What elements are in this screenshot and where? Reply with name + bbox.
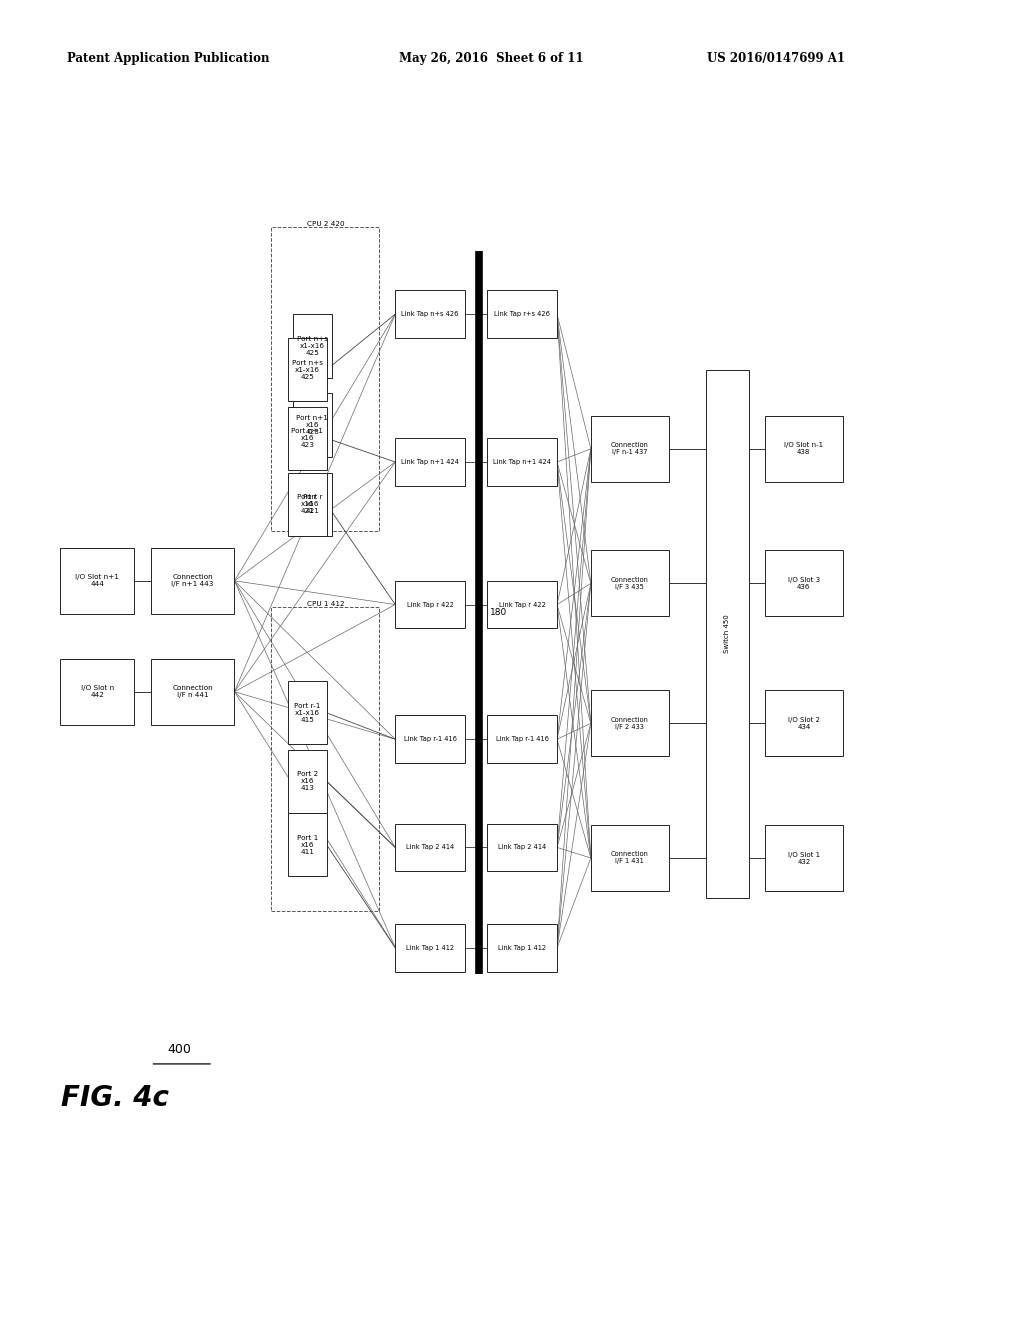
Text: I/O Slot n-1
438: I/O Slot n-1 438: [784, 442, 823, 455]
Bar: [395, 438, 465, 486]
Text: Port r-1
x1-x16
415: Port r-1 x1-x16 415: [294, 702, 321, 723]
Bar: [288, 407, 327, 470]
Bar: [60, 548, 134, 614]
Text: Port 1
x16
411: Port 1 x16 411: [297, 834, 317, 855]
Bar: [765, 416, 843, 482]
Text: I/O Slot 1
432: I/O Slot 1 432: [787, 851, 820, 865]
Text: Patent Application Publication: Patent Application Publication: [67, 51, 269, 65]
Bar: [395, 581, 465, 628]
Text: Link Tap r+s 426: Link Tap r+s 426: [495, 312, 550, 317]
Bar: [591, 690, 669, 756]
Text: Port n+1
x16
423: Port n+1 x16 423: [291, 428, 324, 449]
Text: Port r
x16
421: Port r x16 421: [302, 494, 323, 515]
Text: Connection
I/F 1 431: Connection I/F 1 431: [611, 851, 648, 865]
Bar: [487, 924, 557, 972]
Bar: [288, 750, 327, 813]
Text: Link Tap 1 412: Link Tap 1 412: [499, 945, 546, 950]
Text: Connection
I/F n 441: Connection I/F n 441: [172, 685, 213, 698]
Text: Link Tap r 422: Link Tap r 422: [499, 602, 546, 607]
Text: Link Tap 2 414: Link Tap 2 414: [406, 845, 455, 850]
Bar: [591, 825, 669, 891]
Text: Link Tap n+1 424: Link Tap n+1 424: [401, 459, 459, 465]
Text: I/O Slot n
442: I/O Slot n 442: [81, 685, 114, 698]
Text: Port n+1
x16
423: Port n+1 x16 423: [296, 414, 329, 436]
Bar: [271, 607, 379, 911]
Bar: [288, 473, 327, 536]
Bar: [765, 690, 843, 756]
Text: Link Tap n+1 424: Link Tap n+1 424: [494, 459, 551, 465]
Text: Link Tap r-1 416: Link Tap r-1 416: [496, 737, 549, 742]
Text: 180: 180: [489, 609, 507, 616]
Text: Link Tap 1 412: Link Tap 1 412: [407, 945, 454, 950]
Text: Link Tap r-1 416: Link Tap r-1 416: [403, 737, 457, 742]
Text: US 2016/0147699 A1: US 2016/0147699 A1: [707, 51, 845, 65]
Bar: [591, 550, 669, 616]
Bar: [487, 290, 557, 338]
Bar: [765, 825, 843, 891]
Bar: [288, 681, 327, 744]
Text: I/O Slot 2
434: I/O Slot 2 434: [787, 717, 820, 730]
Text: 400: 400: [167, 1043, 191, 1056]
Bar: [395, 290, 465, 338]
Bar: [288, 338, 327, 401]
Bar: [395, 824, 465, 871]
Text: CPU 2 420: CPU 2 420: [307, 220, 344, 227]
Text: Port n+s
x1-x16
425: Port n+s x1-x16 425: [292, 359, 323, 380]
Text: I/O Slot 3
436: I/O Slot 3 436: [787, 577, 820, 590]
Text: May 26, 2016  Sheet 6 of 11: May 26, 2016 Sheet 6 of 11: [399, 51, 584, 65]
Text: Port r
x16
421: Port r x16 421: [297, 494, 317, 515]
Text: Switch 450: Switch 450: [724, 614, 730, 653]
Bar: [288, 813, 327, 876]
Bar: [487, 438, 557, 486]
Text: Connection
I/F 3 435: Connection I/F 3 435: [611, 577, 648, 590]
Bar: [395, 715, 465, 763]
Bar: [591, 416, 669, 482]
Bar: [487, 824, 557, 871]
Text: Connection
I/F 2 433: Connection I/F 2 433: [611, 717, 648, 730]
Bar: [271, 227, 379, 531]
Text: Connection
I/F n+1 443: Connection I/F n+1 443: [171, 574, 214, 587]
Bar: [293, 473, 332, 536]
Text: I/O Slot n+1
444: I/O Slot n+1 444: [76, 574, 119, 587]
Bar: [60, 659, 134, 725]
Bar: [487, 581, 557, 628]
Bar: [293, 393, 332, 457]
Text: Port 2
x16
413: Port 2 x16 413: [297, 771, 317, 792]
Text: CPU 1 412: CPU 1 412: [307, 601, 344, 607]
Text: Connection
I/F n-1 437: Connection I/F n-1 437: [611, 442, 648, 455]
Text: Link Tap 2 414: Link Tap 2 414: [498, 845, 547, 850]
Bar: [706, 370, 749, 898]
Bar: [151, 659, 234, 725]
Bar: [487, 715, 557, 763]
Text: Link Tap n+s 426: Link Tap n+s 426: [401, 312, 459, 317]
Bar: [765, 550, 843, 616]
Bar: [395, 924, 465, 972]
Text: Link Tap r 422: Link Tap r 422: [407, 602, 454, 607]
Text: FIG. 4c: FIG. 4c: [61, 1084, 169, 1113]
Text: Port n+s
x1-x16
425: Port n+s x1-x16 425: [297, 335, 328, 356]
Bar: [151, 548, 234, 614]
Bar: [293, 314, 332, 378]
